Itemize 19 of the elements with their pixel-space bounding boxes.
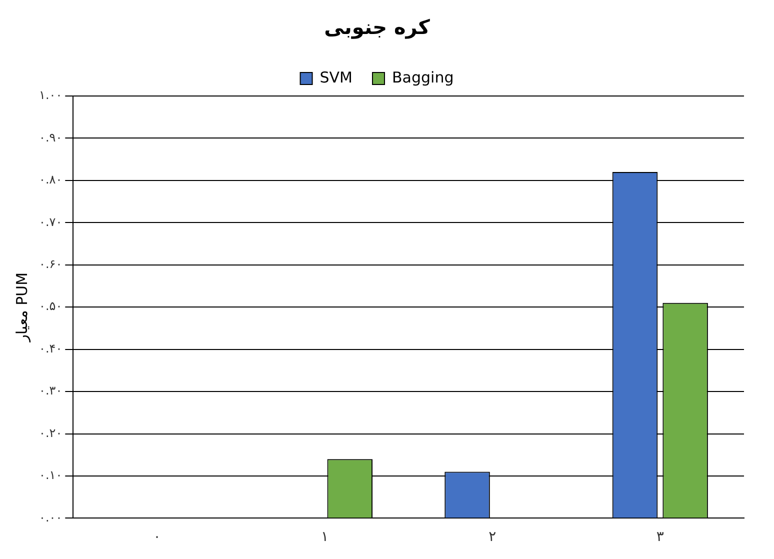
y-tick-label: ۱.۰۰ [38, 88, 62, 102]
x-tick-label: ۱ [320, 529, 328, 546]
y-tick-label: ۰.۹۰ [38, 130, 62, 144]
legend-label: Bagging [392, 68, 454, 86]
y-tick-label: ۰.۴۰ [38, 341, 62, 356]
y-tick-label: ۰.۰۰ [38, 510, 62, 524]
y-axis-title: معیار PUM [12, 272, 31, 343]
y-tick-label: ۰.۲۰ [38, 426, 62, 440]
chart-title: کره جنوبی [324, 15, 430, 40]
y-tick-label: ۰.۱۰ [38, 468, 62, 482]
y-tick-label: ۰.۶۰ [38, 257, 62, 272]
x-tick-label: ۲ [488, 529, 496, 546]
legend-label: SVM [320, 68, 353, 86]
y-tick-label: ۰.۷۰ [38, 214, 62, 229]
x-tick-label: ۰ [153, 529, 161, 546]
y-tick-label: ۰.۵۰ [38, 299, 62, 314]
x-tick-label: ۳ [656, 529, 664, 546]
y-tick-label: ۰.۳۰ [38, 384, 62, 398]
y-tick-label: ۰.۸۰ [38, 172, 62, 187]
